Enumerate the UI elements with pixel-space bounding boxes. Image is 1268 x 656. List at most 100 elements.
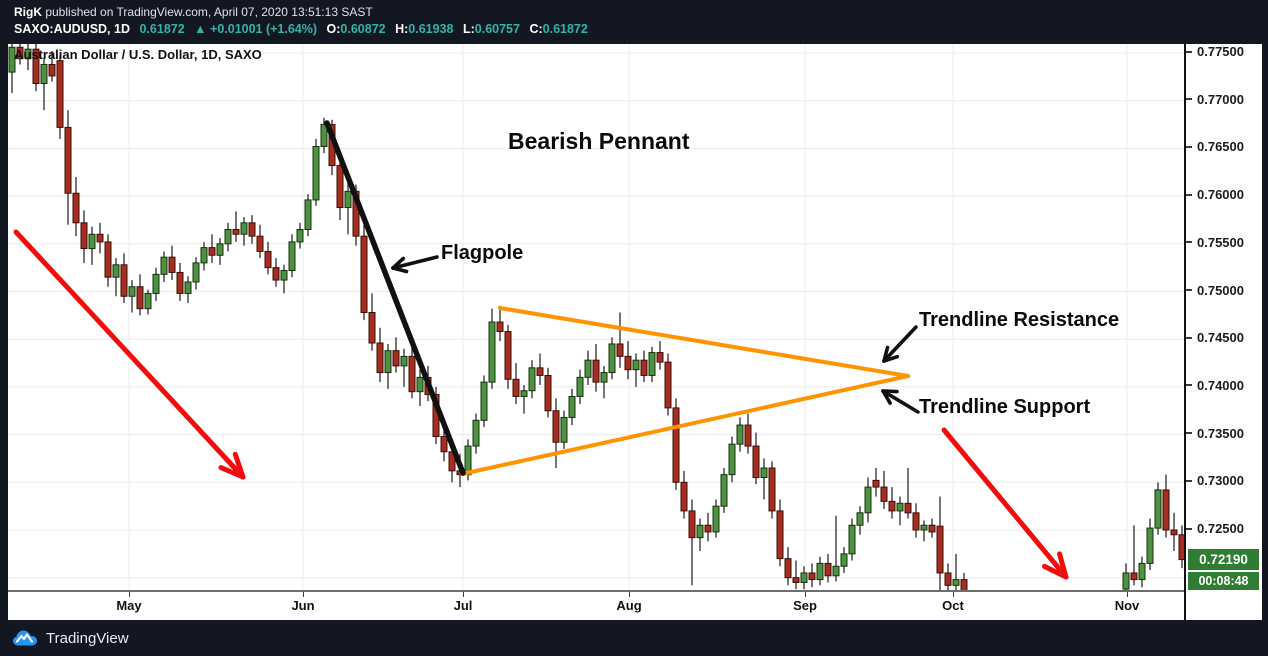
chart-plot-area[interactable] — [8, 44, 1185, 590]
close-label: C: — [529, 22, 543, 36]
candle — [752, 432, 760, 485]
pointer-arrow-head — [391, 256, 406, 270]
candle — [120, 253, 128, 303]
candle — [528, 360, 536, 399]
month-tick — [129, 592, 130, 597]
candle — [360, 224, 368, 321]
downtrend-arrow-head — [232, 451, 246, 480]
price-axis-separator — [1184, 44, 1186, 620]
candle — [912, 503, 920, 538]
price-axis[interactable]: 0.72190 00:08:48 0.77500 0.77000 0.76500 0.… — [1186, 44, 1262, 620]
month-tick — [629, 592, 630, 597]
price-change: +0.01001 (+1.64%) — [210, 22, 318, 36]
candle — [672, 398, 680, 490]
downtrend-arrow-head — [218, 465, 246, 480]
month-label: Oct — [942, 598, 964, 613]
candle — [888, 487, 896, 519]
downtrend-arrow — [13, 229, 246, 480]
pointer-arrow — [881, 389, 920, 414]
candle — [144, 289, 152, 315]
candle — [256, 224, 264, 259]
pointer-arrow — [882, 325, 918, 363]
pointer-arrow-head — [391, 266, 409, 274]
month-tick — [463, 592, 464, 597]
candle — [544, 367, 552, 418]
price-axis-label: 0.73500 — [1186, 426, 1244, 441]
candle — [224, 222, 232, 252]
low-label: L: — [462, 22, 475, 36]
candle — [496, 305, 504, 342]
candle — [1130, 525, 1138, 586]
candle — [56, 54, 64, 139]
candle — [376, 327, 384, 383]
candle — [240, 217, 248, 246]
price-axis-label: 0.73000 — [1186, 473, 1244, 488]
candle — [304, 194, 312, 237]
candle — [8, 44, 16, 94]
candle — [1162, 474, 1170, 538]
candle — [776, 499, 784, 567]
candle — [840, 547, 848, 573]
downtrend-arrow-head — [1057, 551, 1069, 580]
symbol-name: SAXO:AUDUSD, 1D — [14, 22, 130, 36]
high-value: 0.61938 — [408, 22, 454, 36]
candle — [400, 348, 408, 387]
candle — [920, 520, 928, 542]
candle — [768, 461, 776, 519]
price-axis-label: 0.77000 — [1186, 92, 1244, 107]
candle — [1122, 563, 1130, 590]
candle — [512, 363, 520, 405]
pointer-arrow-head — [882, 354, 900, 363]
candle — [1170, 512, 1178, 551]
downtrend-arrow-head — [1041, 563, 1069, 580]
candle — [88, 226, 96, 265]
candle — [784, 547, 792, 586]
tradingview-logo-icon[interactable] — [12, 629, 38, 647]
pointer-arrow — [391, 255, 439, 270]
bar-countdown-badge: 00:08:48 — [1188, 572, 1259, 590]
month-tick — [805, 592, 806, 597]
candle — [520, 384, 528, 414]
candle — [832, 515, 840, 582]
byline-text: published on TradingView.com, April 07, … — [42, 5, 373, 19]
candle — [1178, 525, 1185, 569]
candle — [416, 369, 424, 406]
price-axis-label: 0.72500 — [1186, 521, 1244, 536]
open-label: O: — [326, 22, 341, 36]
candle — [168, 245, 176, 281]
candle — [488, 308, 496, 389]
candle — [800, 566, 808, 590]
tradingview-brand-text[interactable]: TradingView — [46, 629, 129, 647]
candle — [848, 518, 856, 561]
candle — [616, 312, 624, 368]
candle — [80, 210, 88, 263]
candle — [64, 110, 72, 225]
candle — [112, 258, 120, 297]
candle — [32, 44, 40, 92]
month-label: Nov — [1114, 598, 1140, 613]
candle — [288, 234, 296, 278]
close-value: 0.61872 — [542, 22, 588, 36]
candle — [320, 117, 328, 154]
candle — [952, 553, 960, 590]
month-label: Jul — [453, 598, 473, 613]
candle — [704, 512, 712, 542]
time-axis[interactable]: May Jun Jul Aug Sep Oct Nov — [8, 590, 1184, 620]
candle — [208, 234, 216, 263]
candle — [592, 343, 600, 392]
candle — [872, 467, 880, 497]
candle — [568, 388, 576, 426]
candle — [136, 274, 144, 316]
candle — [808, 563, 816, 588]
pointer-arrow-head — [881, 389, 899, 394]
downtrend-arrow — [941, 427, 1069, 580]
price-axis-label: 0.75000 — [1186, 283, 1244, 298]
candle — [944, 563, 952, 590]
candle — [640, 350, 648, 383]
candle — [1146, 518, 1154, 571]
symbol-statusline: SAXO:AUDUSD, 1D 0.61872 ▲ +0.01001 (+1.6… — [14, 22, 588, 36]
candle — [16, 44, 24, 65]
last-price-badge: 0.72190 — [1188, 549, 1259, 570]
publication-header: RigK published on TradingView.com, April… — [0, 0, 1268, 40]
candle — [1154, 482, 1162, 535]
